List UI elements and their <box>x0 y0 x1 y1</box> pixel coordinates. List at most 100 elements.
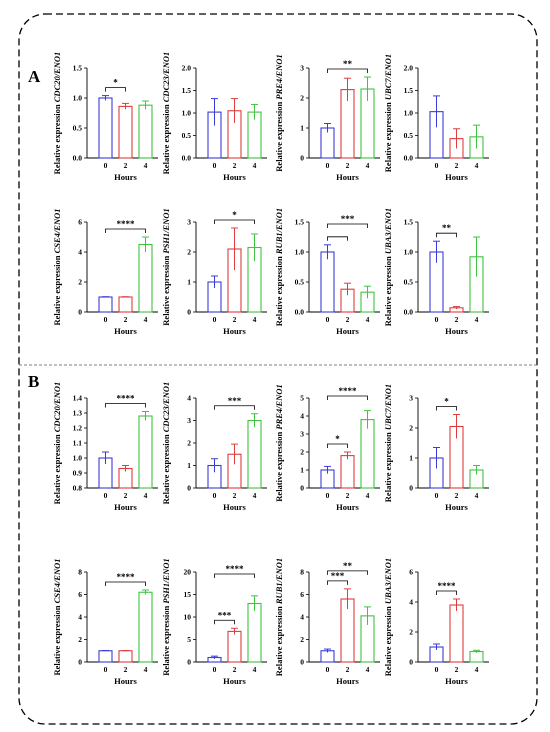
y-axis-label: Relative expression CDC23/ENO1 <box>161 52 171 175</box>
y-axis-label: Relative expression CSE4/ENO1 <box>52 559 62 676</box>
x-tick-label: 2 <box>124 315 128 324</box>
x-tick-label: 4 <box>366 491 370 500</box>
bar-2h <box>118 296 133 313</box>
y-tick-label: 2 <box>300 94 304 103</box>
significance-label: *** <box>218 610 232 620</box>
y-tick-label: 1.1 <box>73 439 83 448</box>
x-tick-label: 2 <box>124 161 128 170</box>
significance-label: **** <box>438 581 457 591</box>
x-tick-label: 4 <box>475 665 479 674</box>
x-axis-label: Hours <box>114 326 137 336</box>
y-tick-label: 6 <box>409 568 413 577</box>
panel-label-a: A <box>28 67 41 86</box>
significance-label: **** <box>117 219 136 229</box>
y-tick-label: 1 <box>409 454 413 463</box>
y-axis-label: Relative expression PRE4/ENO1 <box>274 384 284 501</box>
y-tick-label: 0.0 <box>73 154 83 163</box>
y-tick-label: 2 <box>409 424 413 433</box>
x-tick-label: 0 <box>326 315 330 324</box>
x-tick-label: 2 <box>233 315 237 324</box>
x-tick-label: 2 <box>346 665 350 674</box>
x-axis-label: Hours <box>336 326 359 336</box>
x-tick-label: 0 <box>213 315 217 324</box>
x-tick-label: 2 <box>233 161 237 170</box>
y-tick-label: 1.0 <box>182 109 192 118</box>
x-tick-label: 0 <box>213 665 217 674</box>
y-tick-label: 1.4 <box>73 394 83 403</box>
significance-label: ** <box>343 561 353 571</box>
y-tick-label: 2.0 <box>404 64 414 73</box>
y-tick-label: 1 <box>300 124 304 133</box>
y-tick-label: 0.5 <box>295 278 305 287</box>
chart-a-psh1: 0 1 2 3 0 2 4 Hours Relative expression PSH1/ENO… <box>161 208 267 336</box>
x-axis-label: Hours <box>336 502 359 512</box>
x-tick-label: 2 <box>346 491 350 500</box>
x-tick-label: 0 <box>326 665 330 674</box>
x-axis-label: Hours <box>223 172 246 182</box>
chart-b-ubc7: 0 1 2 3 0 2 4 Hours Relative expression UBC7/ENO… <box>383 384 489 512</box>
y-tick-label: 2 <box>78 635 82 644</box>
bar-0h <box>98 97 113 159</box>
bar-2h <box>118 105 133 159</box>
y-tick-label: 8 <box>78 568 82 577</box>
significance-label: **** <box>226 564 245 574</box>
y-tick-label: 5 <box>300 394 304 403</box>
x-tick-label: 4 <box>144 665 148 674</box>
bar-0h <box>98 296 113 313</box>
significance-label: **** <box>339 386 358 396</box>
chart-b-uba3: 0 2 4 6 0 2 4 Hours Relative expression UBA3/ENO… <box>383 558 489 686</box>
y-tick-label: 0 <box>187 308 191 317</box>
y-tick-label: 0.0 <box>182 154 192 163</box>
chart-b-cse4: 0 2 4 6 8 0 2 4 Hours Relative expression CSE4/EN… <box>52 559 158 686</box>
significance-bracket <box>327 570 368 575</box>
significance-bracket <box>327 395 368 400</box>
y-axis-label: Relative expression CDC20/ENO1 <box>52 52 62 175</box>
x-tick-label: 0 <box>435 315 439 324</box>
y-tick-label: 1.5 <box>295 218 305 227</box>
x-tick-label: 0 <box>104 491 108 500</box>
chart-a-ubc7: 0.0 0.5 1.0 1.5 2.0 0 2 4 Hours Relative expressi… <box>383 54 489 182</box>
bar-4h <box>138 415 153 489</box>
y-tick-label: 1.5 <box>404 86 414 95</box>
significance-bracket <box>327 443 348 448</box>
y-axis-label: Relative expression UBA3/ENO1 <box>383 208 393 326</box>
significance-label: ** <box>442 223 452 233</box>
x-tick-label: 4 <box>475 491 479 500</box>
x-axis-label: Hours <box>445 502 468 512</box>
significance-bracket <box>436 406 457 411</box>
significance-bracket <box>436 232 457 238</box>
y-tick-label: 0.8 <box>73 484 83 493</box>
y-tick-label: 1.2 <box>73 424 83 433</box>
bar-2h <box>340 455 355 489</box>
y-tick-label: 2 <box>78 278 82 287</box>
bar-4h <box>138 243 153 313</box>
significance-label: **** <box>117 394 136 404</box>
y-tick-label: 4 <box>300 412 304 421</box>
bar-4h <box>469 650 484 663</box>
y-tick-label: 1 <box>300 466 304 475</box>
y-tick-label: 1.5 <box>182 86 192 95</box>
y-tick-label: 6 <box>300 590 304 599</box>
chart-b-cdc23: 0 1 2 3 4 0 2 4 Hours Relative expression CDC23/E… <box>161 382 267 512</box>
x-axis-label: Hours <box>114 502 137 512</box>
y-tick-label: 0 <box>78 308 82 317</box>
x-tick-label: 0 <box>104 161 108 170</box>
chart-b-cdc20: 0.8 0.9 1.0 1.1 1.2 1.3 1.4 0 2 4 Hours Relative ex… <box>52 382 158 512</box>
y-tick-label: 1.0 <box>73 94 83 103</box>
chart-a-pre4: 0 1 2 3 0 2 4 Hours Relative expression PRE4/ENO… <box>274 54 380 182</box>
y-axis-label: Relative expression RUB1/ENO1 <box>274 558 284 676</box>
chart-a-cse4: 0 2 4 6 0 2 4 Hours Relative expression CSE4/ENO… <box>52 209 158 336</box>
x-tick-label: 0 <box>213 491 217 500</box>
x-tick-label: 4 <box>475 161 479 170</box>
y-axis-label: Relative expression PSH1/ENO1 <box>161 208 171 325</box>
significance-bracket <box>327 223 368 228</box>
y-axis-label: Relative expression PRE4/ENO1 <box>274 54 284 171</box>
bar-2h <box>449 604 464 663</box>
y-tick-label: 0 <box>187 658 191 667</box>
y-tick-label: 2.0 <box>182 64 192 73</box>
x-tick-label: 2 <box>346 315 350 324</box>
x-tick-label: 4 <box>144 315 148 324</box>
significance-bracket <box>105 228 146 233</box>
x-tick-label: 4 <box>366 665 370 674</box>
